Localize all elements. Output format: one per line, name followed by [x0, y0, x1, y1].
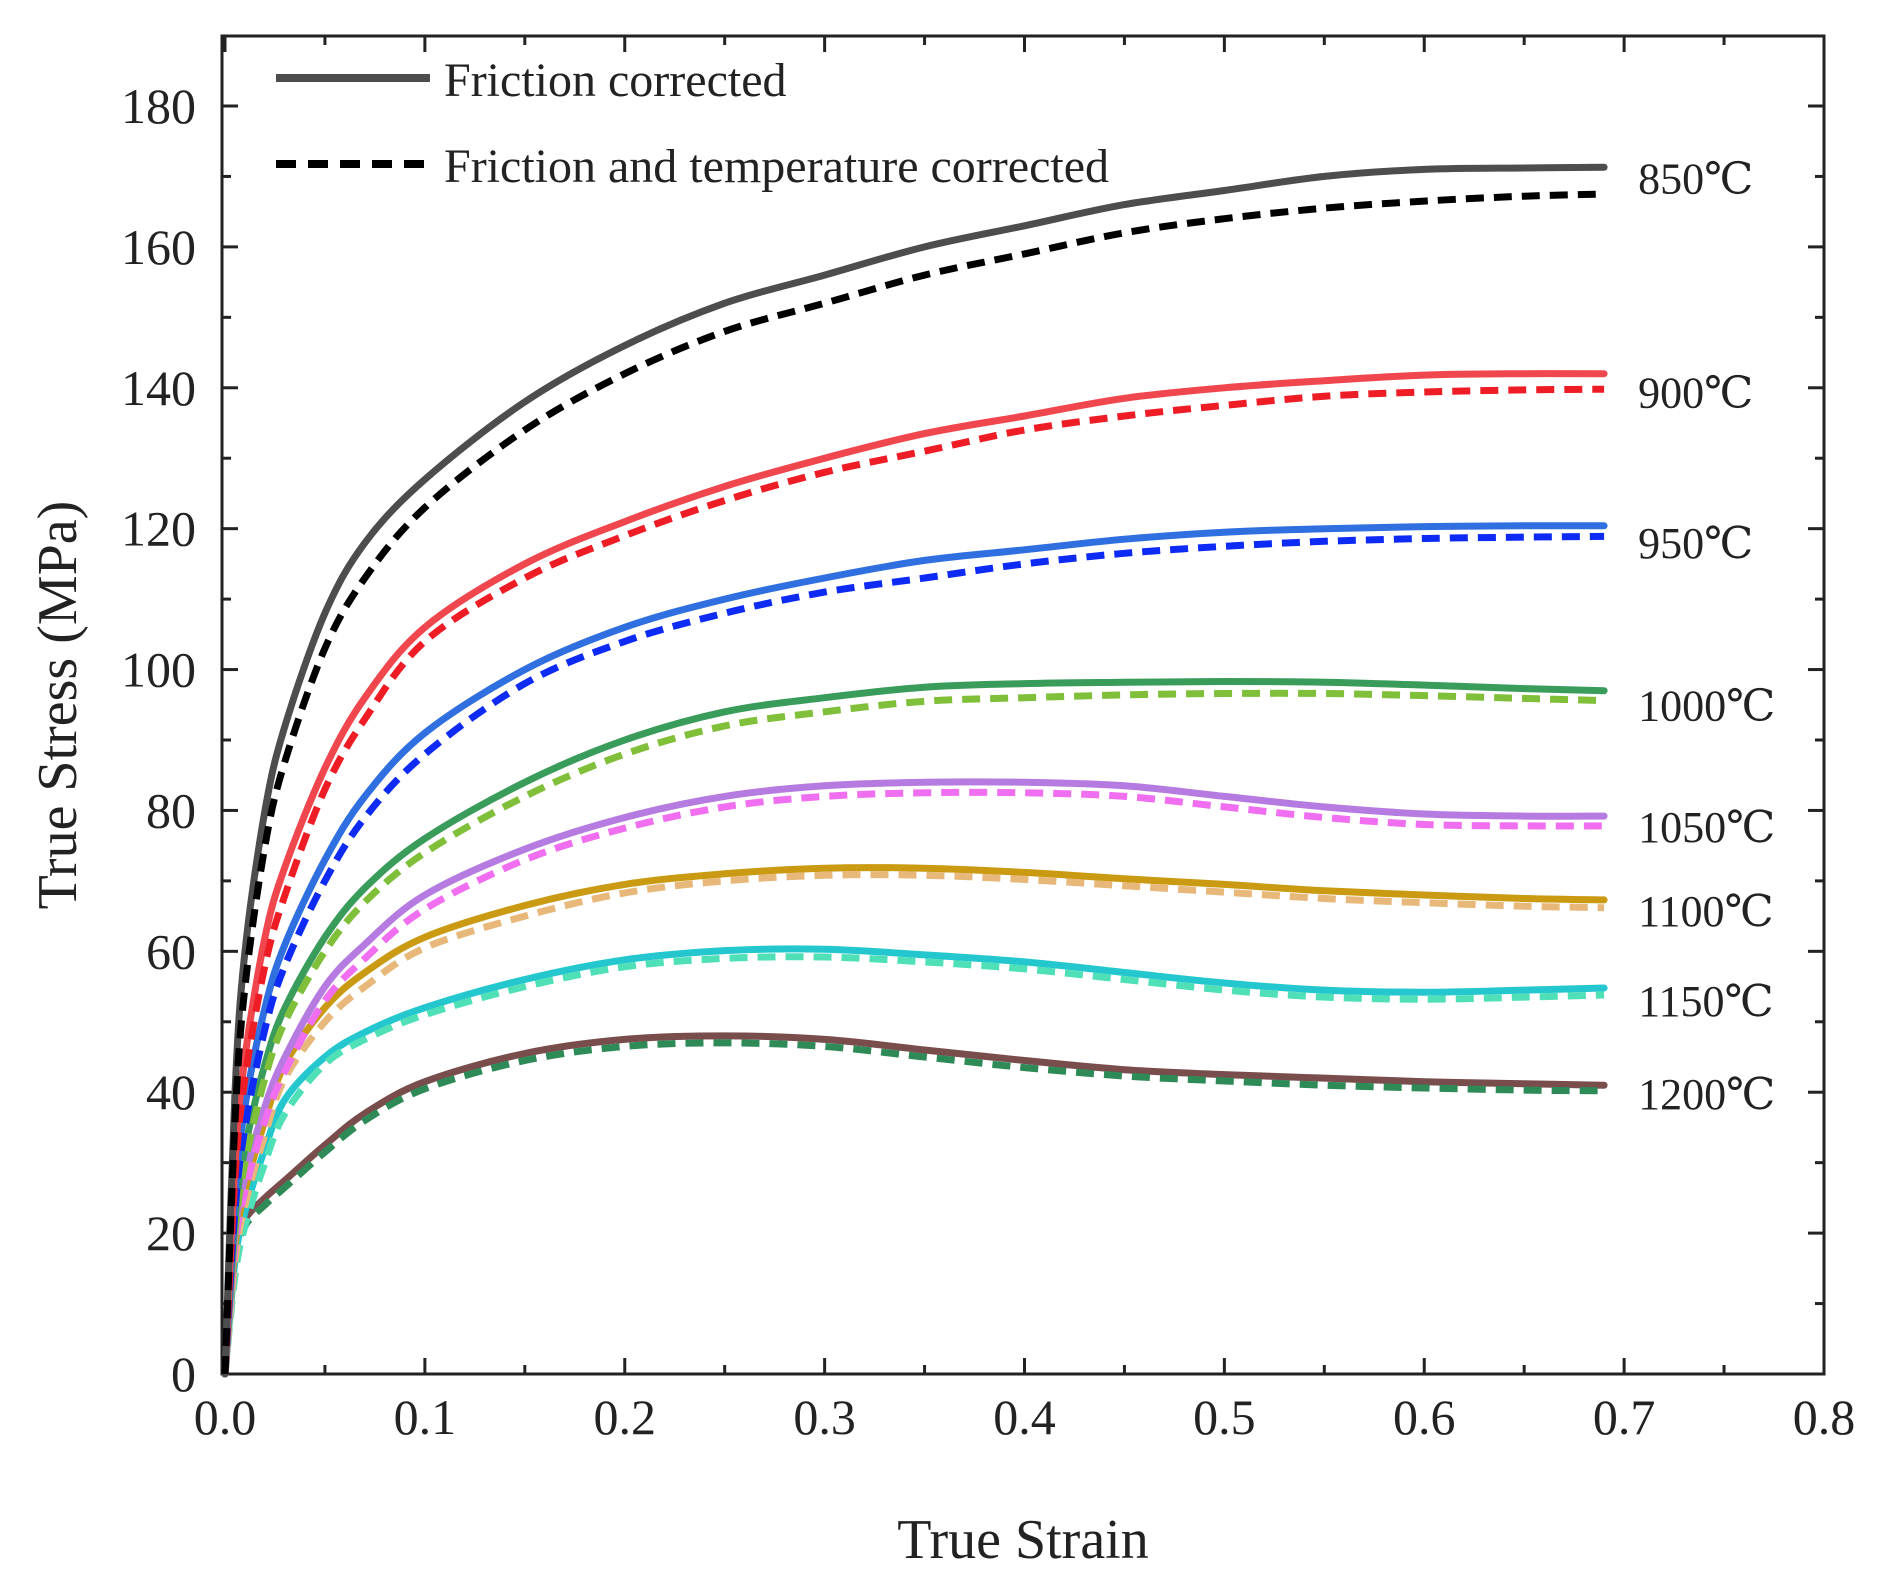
temperature-label-7: 1200℃	[1638, 1070, 1775, 1119]
x-tick-label: 0.7	[1593, 1389, 1656, 1445]
y-tick-label: 120	[121, 501, 196, 557]
temperature-labels: 850℃ 900℃ 950℃ 1000℃ 1050℃ 1100℃ 1150℃ 1200℃	[1638, 154, 1775, 1119]
x-axis-title: True Strain	[897, 1509, 1149, 1571]
x-tick-label: 0.8	[1793, 1389, 1856, 1445]
y-tick-label: 180	[121, 78, 196, 134]
x-tick-label: 0.0	[194, 1389, 257, 1445]
x-tick-label: 0.6	[1393, 1389, 1456, 1445]
series-6-friction-corrected-line	[221, 945, 1608, 1378]
x-tick-label: 0.4	[993, 1389, 1056, 1445]
series-1-friction-temperature-corrected-line	[221, 385, 1605, 1375]
series-5-friction-temperature-corrected-line	[221, 871, 1605, 1375]
temperature-label-5: 1100℃	[1638, 887, 1774, 936]
y-tick-label: 40	[146, 1064, 196, 1120]
legend-label-friction-corrected: Friction corrected	[444, 54, 787, 107]
temperature-label-4: 1050℃	[1638, 803, 1775, 852]
series-4-friction-temperature-corrected-line	[221, 788, 1605, 1375]
temperature-label-2: 950℃	[1638, 519, 1753, 568]
x-tick-label: 0.3	[793, 1389, 856, 1445]
legend-label-friction-temperature-corrected: Friction and temperature corrected	[444, 140, 1109, 193]
series-layer	[221, 163, 1608, 1378]
x-tick-label: 0.1	[394, 1389, 457, 1445]
series-6-friction-temperature-corrected-line	[221, 953, 1605, 1375]
y-axis-title: True Stress (MPa)	[27, 501, 89, 910]
series-2-friction-corrected-line	[221, 522, 1608, 1378]
x-tick-label: 0.2	[594, 1389, 657, 1445]
y-tick-label: 160	[121, 219, 196, 275]
temperature-label-0: 850℃	[1638, 154, 1753, 203]
temperature-label-1: 900℃	[1638, 369, 1753, 418]
series-2-friction-temperature-corrected-line	[221, 532, 1605, 1375]
series-5-friction-corrected-line	[221, 864, 1608, 1378]
y-tick-label: 0	[171, 1346, 196, 1402]
y-tick-label: 60	[146, 923, 196, 979]
temperature-label-6: 1150℃	[1638, 977, 1774, 1026]
temperature-label-3: 1000℃	[1638, 682, 1775, 731]
x-tick-label: 0.5	[1193, 1389, 1256, 1445]
series-0-friction-corrected-line	[221, 163, 1608, 1378]
axis-tick-labels: 0.0 0.1 0.2 0.3 0.4 0.5 0.6 0.7 0.8 0 20 40 60 80 100 1…	[121, 78, 1855, 1445]
series-3-friction-temperature-corrected-line	[221, 689, 1605, 1375]
y-tick-label: 20	[146, 1205, 196, 1261]
y-tick-label: 140	[121, 360, 196, 416]
y-tick-label: 80	[146, 782, 196, 838]
y-tick-label: 100	[121, 642, 196, 698]
series-4-friction-corrected-line	[221, 778, 1608, 1378]
series-1-friction-corrected-line	[221, 370, 1608, 1378]
series-3-friction-corrected-line	[221, 678, 1608, 1378]
series-7-friction-corrected-line	[221, 1032, 1608, 1378]
legend: Friction corrected Friction and temperat…	[276, 54, 1109, 193]
series-7-friction-temperature-corrected-line	[221, 1039, 1605, 1375]
